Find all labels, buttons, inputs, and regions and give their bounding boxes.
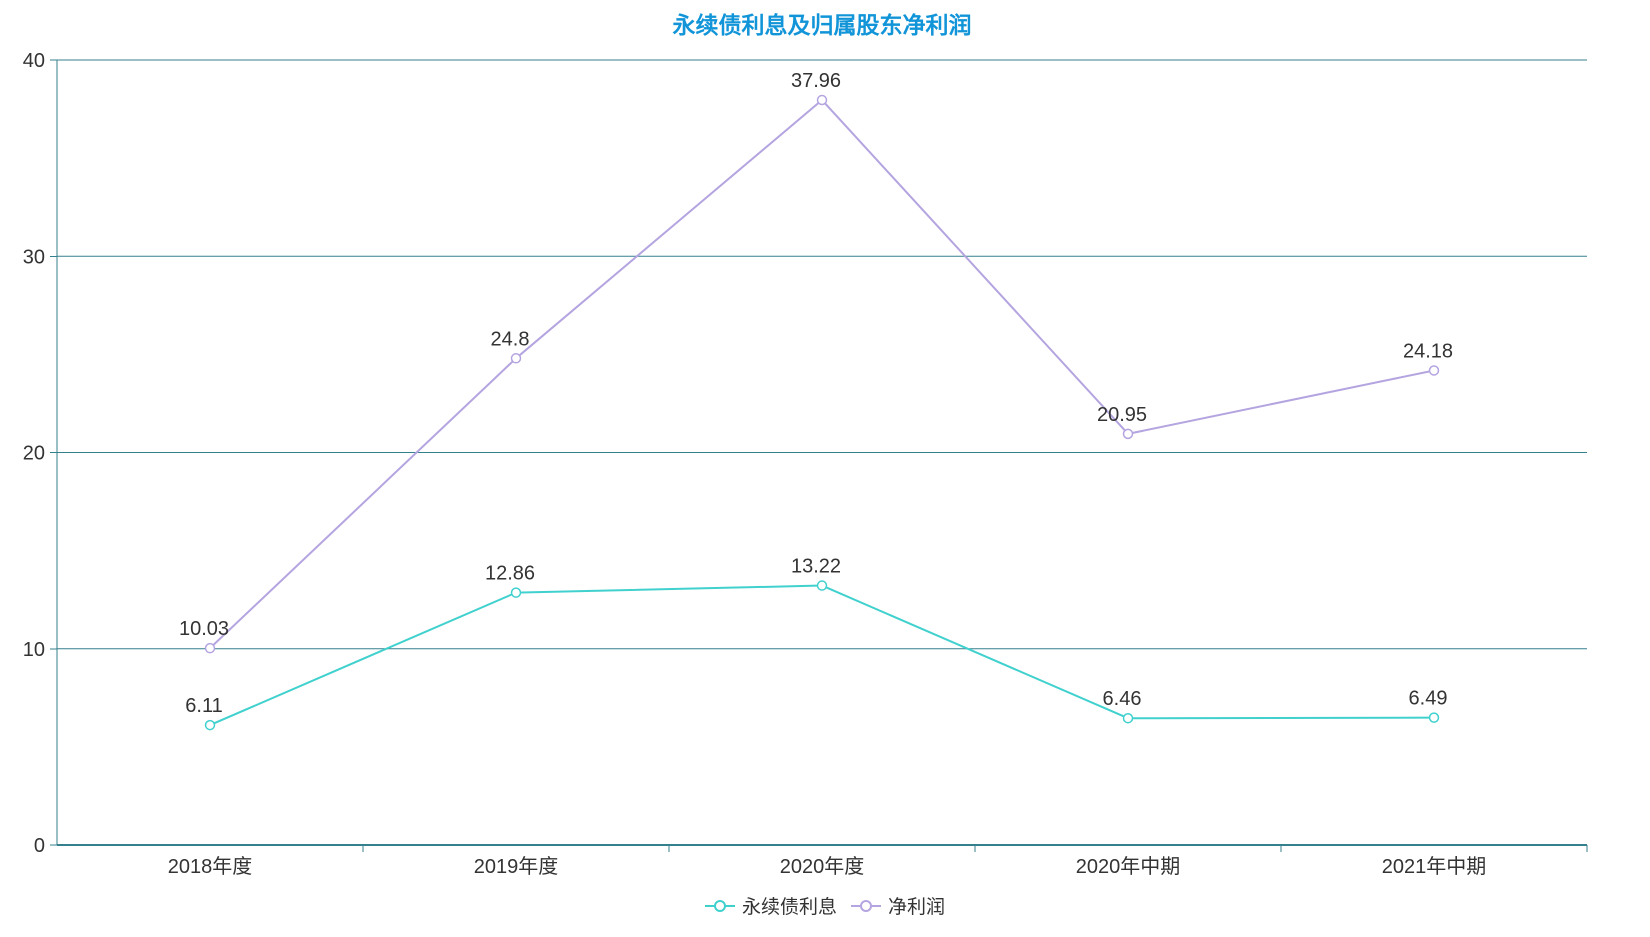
data-point-marker xyxy=(1428,365,1440,376)
data-point-marker xyxy=(1428,712,1440,723)
data-point-marker xyxy=(816,580,828,591)
y-axis-tick-label: 40 xyxy=(23,50,45,72)
x-axis-category-label: 2020年中期 xyxy=(1076,855,1181,878)
legend-line-circle-icon xyxy=(704,899,735,912)
data-point-marker xyxy=(204,642,216,654)
data-point-marker xyxy=(510,587,522,598)
x-axis-category-label: 2021年中期 xyxy=(1382,855,1487,878)
data-point-marker xyxy=(816,94,828,106)
data-point-marker xyxy=(510,353,522,364)
legend-item-永续债利息[interactable]: 永续债利息 xyxy=(704,892,837,919)
data-point-label: 10.03 xyxy=(179,618,229,640)
legend-label: 永续债利息 xyxy=(741,897,837,918)
legend-item-净利润[interactable]: 净利润 xyxy=(851,892,945,919)
data-point-label: 12.86 xyxy=(485,563,535,585)
data-point-label: 37.96 xyxy=(791,70,841,92)
data-point-label: 24.18 xyxy=(1403,340,1453,362)
data-point-label: 6.11 xyxy=(185,695,222,717)
series-line-永续债利息 xyxy=(209,584,1435,727)
data-point-marker xyxy=(204,719,216,731)
legend-line-circle-icon xyxy=(851,899,881,912)
data-point-marker xyxy=(1122,712,1134,724)
x-axis-category-label: 2020年度 xyxy=(780,855,865,878)
chart-legend: 永续债利息 净利润 xyxy=(0,892,1650,919)
y-axis-tick-label: 30 xyxy=(23,246,45,268)
data-point-label: 13.22 xyxy=(791,556,841,578)
data-point-label: 6.49 xyxy=(1409,688,1448,710)
legend-label: 净利润 xyxy=(888,897,946,918)
data-point-label: 24.8 xyxy=(491,328,530,350)
data-point-marker xyxy=(1122,428,1134,440)
x-axis-category-label: 2019年度 xyxy=(474,855,559,878)
chart-title: 永续债利息及归属股东净利润 xyxy=(672,12,972,38)
y-axis-tick-label: 20 xyxy=(23,443,45,465)
data-point-label: 6.46 xyxy=(1103,688,1142,710)
x-axis-category-label: 2018年度 xyxy=(168,855,253,878)
y-axis-tick-label: 10 xyxy=(23,639,45,661)
data-point-label: 20.95 xyxy=(1097,404,1147,426)
y-axis-tick-label: 0 xyxy=(34,835,45,857)
